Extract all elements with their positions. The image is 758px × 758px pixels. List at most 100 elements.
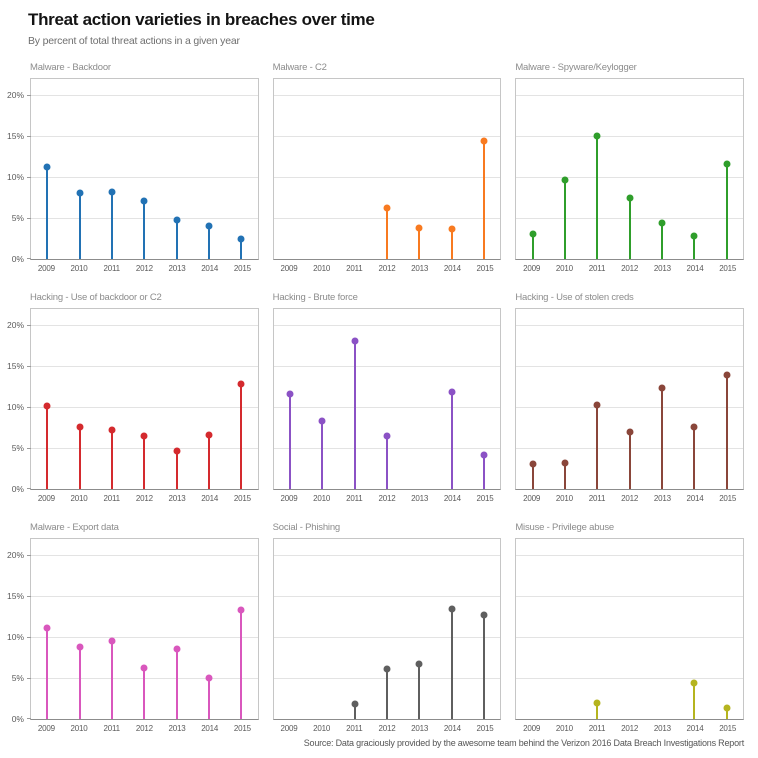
panel-malware-spyware-keylogger: Malware - Spyware/Keylogger 2009 2010 2011…	[515, 62, 744, 273]
lollipop-dot-2014	[448, 605, 456, 613]
lollipop-dot-2012	[383, 432, 391, 440]
x-axis-label-2013: 2013	[411, 264, 429, 273]
panel-title: Hacking - Use of backdoor or C2	[30, 292, 162, 303]
lollipop-stem-2011	[596, 136, 599, 259]
panel-malware-c2: Malware - C2 2009 2010 2011 2012 2013 2014 201…	[272, 62, 502, 273]
y-axis-tick	[27, 555, 31, 557]
x-axis-label-2010: 2010	[313, 264, 331, 273]
lollipop-stem-2013	[418, 664, 421, 719]
gridline	[31, 95, 258, 97]
lollipop-stem-2015	[483, 455, 486, 489]
x-axis-label-2014: 2014	[686, 264, 704, 273]
gridline	[516, 596, 743, 598]
x-axis-labels: 2009 2010 2011 2012 2013 2014 2015	[30, 724, 259, 733]
lollipop-dot-2012	[140, 197, 148, 205]
panels-grid: Malware - Backdoor 0% 5% 10% 15% 20% 2009 201…	[7, 62, 744, 733]
y-axis-tick	[27, 448, 31, 450]
x-axis-label-2012: 2012	[378, 724, 396, 733]
gridline	[31, 177, 258, 179]
x-axis-label-2014: 2014	[443, 724, 461, 733]
lollipop-dot-2014	[690, 232, 698, 240]
y-axis-tick	[27, 718, 31, 719]
gridline	[273, 136, 501, 138]
lollipop-stem-2014	[693, 426, 696, 489]
x-axis-label-2011: 2011	[103, 724, 120, 733]
lollipop-dot-2011	[593, 401, 601, 409]
lollipop-dot-2009	[529, 230, 537, 238]
lollipop-stem-2014	[208, 226, 211, 259]
plot-area: 0% 5% 10% 15% 20%	[7, 538, 259, 724]
x-axis-label-2013: 2013	[653, 264, 671, 273]
y-axis-tick	[27, 678, 31, 680]
x-axis-label-2010: 2010	[313, 494, 331, 503]
lollipop-stem-2013	[661, 223, 664, 259]
lollipop-stem-2012	[143, 435, 146, 489]
gridline	[516, 366, 743, 368]
gridline	[516, 637, 743, 639]
y-axis-label: 20%	[6, 320, 24, 331]
y-axis-label: 10%	[6, 172, 24, 183]
panel-title: Malware - Export data	[30, 522, 119, 533]
x-axis-label-2013: 2013	[411, 494, 429, 503]
panel-title: Malware - Backdoor	[30, 62, 111, 73]
lollipop-dot-2013	[173, 216, 181, 224]
panel-malware-backdoor: Malware - Backdoor 0% 5% 10% 15% 20% 2009 201…	[7, 62, 259, 273]
lollipop-stem-2009	[46, 628, 49, 719]
lollipop-stem-2015	[725, 164, 728, 259]
gridline	[273, 407, 501, 409]
y-axis-label: 20%	[6, 550, 24, 561]
panel-title: Misuse - Privilege abuse	[515, 522, 615, 533]
lollipop-stem-2010	[78, 647, 81, 719]
lollipop-dot-2013	[658, 219, 666, 227]
x-axis-label-2013: 2013	[411, 724, 429, 733]
y-axis-tick	[27, 177, 31, 179]
x-axis-label-2012: 2012	[378, 494, 396, 503]
lollipop-dot-2014	[205, 674, 213, 682]
gridline	[516, 407, 743, 409]
gridline	[516, 136, 743, 138]
x-axis-label-2010: 2010	[70, 494, 88, 503]
y-axis-tick	[27, 218, 31, 220]
gridline	[516, 678, 743, 680]
x-axis-label-2009: 2009	[280, 724, 298, 733]
lollipop-stem-2010	[321, 421, 324, 489]
gridline	[273, 637, 501, 639]
lollipop-dot-2013	[658, 384, 666, 392]
lollipop-dot-2015	[237, 606, 245, 614]
lollipop-stem-2014	[208, 678, 211, 719]
lollipop-stem-2015	[240, 238, 243, 259]
lollipop-dot-2014	[448, 225, 456, 233]
x-axis-label-2010: 2010	[555, 724, 573, 733]
y-axis-tick	[27, 258, 31, 259]
x-axis-label-2009: 2009	[280, 264, 298, 273]
lollipop-stem-2015	[725, 375, 728, 489]
lollipop-dot-2010	[561, 459, 569, 467]
x-axis-label-2015: 2015	[719, 724, 737, 733]
lollipop-dot-2012	[140, 432, 148, 440]
lollipop-dot-2011	[108, 637, 116, 645]
lollipop-stem-2012	[385, 669, 388, 719]
x-axis-label-2011: 2011	[346, 724, 363, 733]
x-axis-label-2014: 2014	[201, 264, 219, 273]
lollipop-dot-2015	[237, 235, 245, 243]
x-axis-labels: 2009 2010 2011 2012 2013 2014 2015	[273, 724, 502, 733]
gridline	[31, 555, 258, 557]
plot-area: 0% 5% 10% 15% 20%	[7, 308, 259, 494]
gridline	[273, 555, 501, 557]
lollipop-dot-2012	[140, 664, 148, 672]
y-axis-tick	[27, 488, 31, 489]
x-axis-labels: 2009 2010 2011 2012 2013 2014 2015	[515, 264, 744, 273]
lollipop-stem-2012	[385, 208, 388, 259]
lollipop-stem-2011	[596, 404, 599, 489]
lollipop-stem-2015	[240, 610, 243, 719]
gridline	[273, 366, 501, 368]
panel-title: Malware - C2	[272, 62, 327, 73]
lollipop-dot-2015	[480, 451, 488, 459]
lollipop-dot-2014	[205, 222, 213, 230]
x-axis-label-2015: 2015	[233, 724, 251, 733]
x-axis-label-2010: 2010	[70, 264, 88, 273]
lollipop-dot-2015	[723, 160, 731, 168]
lollipop-stem-2015	[483, 615, 486, 719]
lollipop-dot-2013	[173, 447, 181, 455]
plot-area	[515, 78, 744, 260]
